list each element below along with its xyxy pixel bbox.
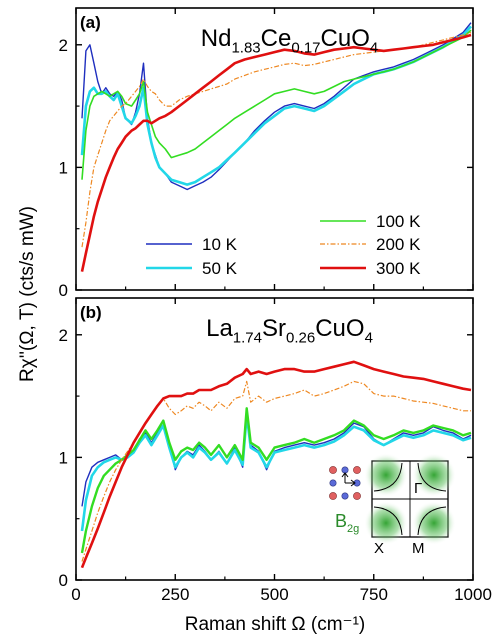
gap-lobe — [364, 453, 408, 497]
series-line-50k — [80, 413, 472, 532]
x-tick-label: 750 — [360, 585, 388, 604]
lattice-atom-red — [329, 492, 337, 500]
panel-a: 0 1 2 (a) Nd1.83Ce0.17CuO4 100 K 10 K 200 K 50 K… — [59, 7, 474, 300]
y-tick-label: 2 — [59, 326, 68, 345]
x-point-label: X — [374, 540, 384, 557]
panel-label: (b) — [80, 303, 102, 322]
gamma-label: Γ — [414, 480, 422, 497]
lattice-atom-red — [353, 466, 361, 474]
lattice-atom-red — [353, 492, 361, 500]
panel-label: (a) — [80, 13, 101, 32]
y-tick-label: 1 — [59, 158, 68, 177]
x-tick-label: 250 — [161, 585, 189, 604]
gap-lobe — [412, 453, 456, 497]
y-axis-label: Rχ''(Ω, T) (cts/s mW) — [17, 206, 38, 382]
series-line-300k — [80, 360, 472, 569]
m-point-label: M — [412, 540, 425, 557]
panel-title: La1.74Sr0.26CuO4 — [206, 315, 373, 347]
fermi-surface — [373, 462, 447, 536]
lattice-atom-red — [329, 466, 337, 474]
series-line-300k — [80, 33, 472, 272]
legend-label: 300 K — [376, 259, 421, 278]
lattice-atom-blue — [341, 492, 349, 500]
x-tick-label: 1000 — [454, 585, 492, 604]
series-line-200k — [81, 380, 471, 562]
series-line-100k — [81, 29, 472, 180]
legend-label: 50 K — [202, 259, 238, 278]
series-line-100k — [80, 407, 472, 554]
panel-b: 0 250 500 750 1000 0 1 2 (b) La1.74Sr0.26CuO4 B2g Γ… — [59, 297, 492, 604]
legend-label: 100 K — [376, 212, 421, 231]
legend-label: 200 K — [376, 235, 421, 254]
y-tick-label: 0 — [59, 571, 68, 590]
lattice-atom-blue — [329, 479, 337, 487]
x-tick-label: 500 — [260, 585, 288, 604]
x-tick-label: 0 — [71, 585, 80, 604]
gap-lobe — [364, 501, 408, 545]
y-tick-label: 1 — [59, 448, 68, 467]
symmetry-label: B2g — [335, 511, 359, 535]
y-tick-label: 0 — [59, 281, 68, 300]
gap-lobe — [412, 501, 456, 545]
y-tick-label: 2 — [59, 36, 68, 55]
panel-title: Nd1.83Ce0.17CuO4 — [201, 25, 378, 57]
x-axis-label: Raman shift Ω (cm⁻¹) — [185, 614, 365, 635]
legend-label: 10 K — [202, 235, 238, 254]
axes-arrow-icon — [341, 472, 356, 487]
b2g-inset: B2g Γ X M — [329, 453, 456, 557]
